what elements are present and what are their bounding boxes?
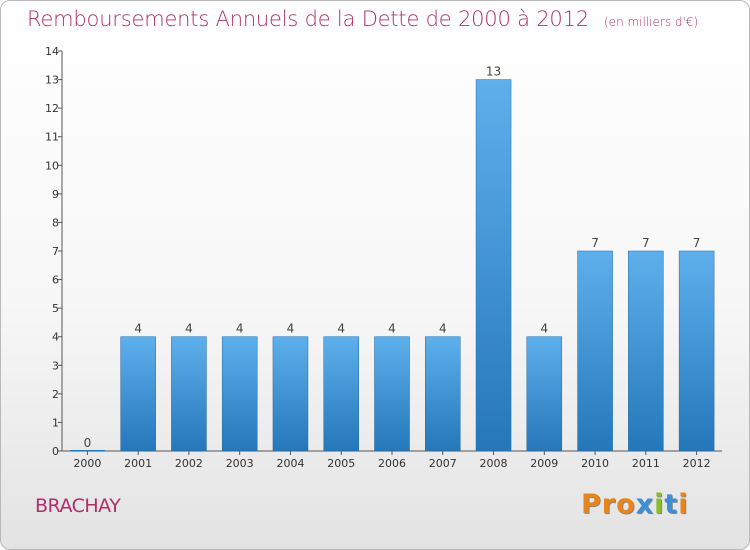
bar	[171, 336, 207, 452]
x-tick-label: 2005	[327, 457, 355, 470]
y-tick-label: 11	[45, 131, 59, 144]
x-tick-label: 2009	[530, 457, 558, 470]
commune-name: BRACHAY	[35, 495, 121, 517]
y-tick-label: 10	[45, 159, 59, 172]
data-label: 13	[486, 65, 501, 79]
bar	[221, 336, 258, 452]
x-tick-label: 2004	[276, 457, 304, 470]
x-tick-label: 2000	[73, 457, 101, 470]
data-label: 4	[439, 322, 447, 336]
x-tick-label: 2002	[175, 457, 203, 470]
data-label: 7	[642, 236, 650, 250]
x-tick-label: 2006	[378, 457, 406, 470]
x-tick-label: 2003	[226, 457, 254, 470]
y-tick-label: 1	[52, 416, 59, 429]
y-tick-label: 8	[52, 216, 59, 229]
data-label: 7	[591, 236, 599, 250]
y-tick-label: 3	[52, 359, 59, 372]
data-label: 4	[388, 322, 396, 336]
y-tick-label: 4	[52, 331, 59, 344]
y-tick-label: 13	[45, 74, 59, 87]
chart-title-unit: (en milliers d'€)	[604, 15, 699, 29]
y-tick-label: 7	[52, 245, 59, 258]
data-label: 0	[84, 436, 92, 450]
data-label: 4	[236, 322, 244, 336]
bar	[475, 79, 512, 452]
data-label: 4	[134, 322, 142, 336]
x-tick-label: 2001	[124, 457, 152, 470]
y-tick-label: 14	[45, 45, 59, 58]
x-tick-label: 2012	[683, 457, 711, 470]
y-tick-label: 0	[52, 445, 59, 458]
y-tick-label: 2	[52, 388, 59, 401]
bar	[272, 336, 309, 452]
bar	[577, 250, 613, 452]
bar-chart: 0123456789101112131420000200142002420034…	[45, 45, 722, 470]
chart-title-main: Remboursements Annuels de la Dette de 20…	[27, 7, 589, 31]
chart-title: Remboursements Annuels de la Dette de 20…	[27, 7, 698, 31]
y-tick-label: 9	[52, 188, 59, 201]
y-tick-label: 5	[52, 302, 59, 315]
data-label: 4	[540, 322, 548, 336]
x-tick-label: 2010	[581, 457, 609, 470]
bar	[678, 250, 715, 452]
proxiti-logo: Proxiti	[581, 489, 689, 520]
x-tick-label: 2008	[480, 457, 508, 470]
data-label: 4	[337, 322, 345, 336]
y-tick-label: 6	[52, 274, 59, 287]
data-label: 7	[693, 236, 701, 250]
x-tick-label: 2011	[632, 457, 660, 470]
bar	[120, 336, 156, 452]
bar	[526, 336, 563, 452]
bar	[628, 250, 664, 452]
bar	[425, 336, 461, 452]
data-label: 4	[185, 322, 193, 336]
bar	[323, 336, 359, 452]
bar	[374, 336, 410, 452]
y-tick-label: 12	[45, 102, 59, 115]
data-label: 4	[287, 322, 295, 336]
x-tick-label: 2007	[429, 457, 457, 470]
